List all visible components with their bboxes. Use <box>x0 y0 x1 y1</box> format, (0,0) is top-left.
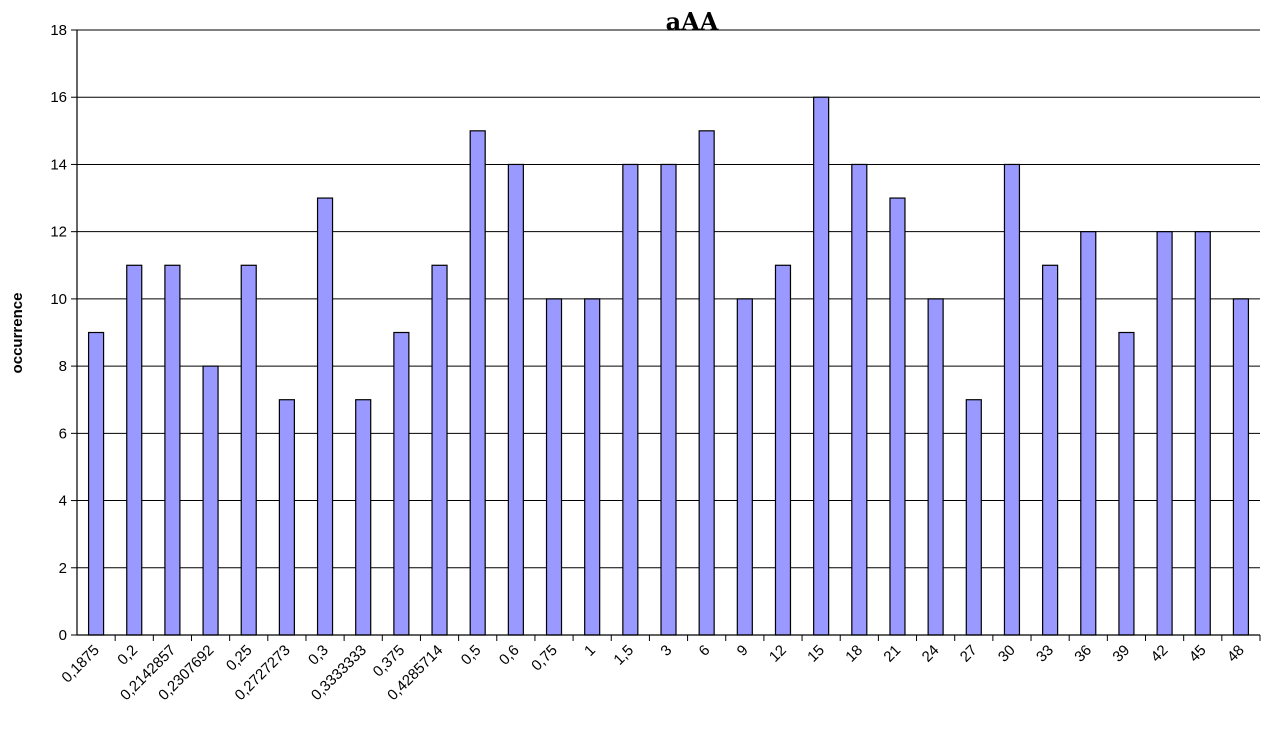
x-tick-label: 0,6 <box>496 642 523 669</box>
x-tick-label: 15 <box>804 642 828 666</box>
y-axis-label: occurrence <box>9 293 26 374</box>
x-tick-label: 36 <box>1071 642 1095 666</box>
x-tick-label: 0,3 <box>305 642 332 669</box>
bar <box>1080 231 1097 636</box>
y-tick-label: 12 <box>50 224 67 241</box>
y-tick-label: 10 <box>50 291 67 308</box>
bar <box>965 399 982 636</box>
bar <box>278 399 295 636</box>
x-tick-label: 27 <box>957 642 981 666</box>
y-tick-label: 14 <box>50 156 67 173</box>
x-tick-label: 12 <box>766 642 790 666</box>
bar <box>431 264 448 636</box>
bar <box>1118 331 1135 636</box>
y-tick-label: 0 <box>59 627 67 644</box>
x-tick-label: 1 <box>581 642 599 660</box>
bar <box>1194 231 1211 636</box>
y-tick-label: 6 <box>59 425 67 442</box>
bar <box>545 298 563 636</box>
x-tick-label: 0,2 <box>114 642 141 669</box>
x-tick-label: 0,75 <box>528 642 561 675</box>
bars <box>87 96 1250 636</box>
x-tick-label: 30 <box>995 642 1019 666</box>
bar <box>622 163 639 636</box>
x-tick-label: 0,5 <box>458 642 485 669</box>
bar <box>889 197 906 636</box>
bar <box>164 264 181 636</box>
bar <box>507 163 524 636</box>
x-tick-label: 0,25 <box>223 642 256 675</box>
axes <box>76 30 1260 636</box>
bar <box>469 130 486 636</box>
bar <box>851 163 868 636</box>
bar <box>1156 231 1173 636</box>
chart-title: aAA <box>666 7 719 36</box>
x-tick-label: 24 <box>919 642 943 666</box>
x-tick-label: 21 <box>880 642 904 666</box>
y-tick-label: 2 <box>59 560 67 577</box>
bar <box>316 197 334 636</box>
y-tick-label: 16 <box>50 89 67 106</box>
y-tick-labels: 0 2 4 6 8 10 12 14 16 18 <box>50 22 67 644</box>
bar <box>1003 163 1021 636</box>
x-tick-label: 18 <box>842 642 866 666</box>
y-tick-label: 18 <box>50 22 67 39</box>
bar <box>87 331 105 636</box>
x-tick-label: 33 <box>1033 642 1057 666</box>
bar <box>698 130 715 636</box>
bar <box>393 331 410 636</box>
x-tick-label: 3 <box>657 642 675 660</box>
bar <box>736 298 753 636</box>
x-tick-label: 48 <box>1224 642 1248 666</box>
bar <box>1232 298 1250 636</box>
x-tick-label: 42 <box>1148 642 1172 666</box>
y-tick-label: 8 <box>59 358 67 375</box>
x-tick-label: 6 <box>696 642 714 660</box>
bar <box>774 264 792 636</box>
x-tick-label: 39 <box>1109 642 1133 666</box>
bar <box>1042 264 1059 636</box>
bar <box>126 264 143 636</box>
x-tick-label: 0,1875 <box>58 642 102 686</box>
bar <box>355 399 372 636</box>
x-tick-label: 45 <box>1186 642 1210 666</box>
y-tick-label: 4 <box>59 493 67 510</box>
bar <box>660 163 677 636</box>
x-tick-label: 1,5 <box>610 642 637 669</box>
x-tick-label: 9 <box>734 642 752 660</box>
bar <box>240 264 257 636</box>
bar <box>813 96 830 636</box>
bar <box>202 365 219 636</box>
bar <box>927 298 944 636</box>
bar <box>584 298 601 636</box>
